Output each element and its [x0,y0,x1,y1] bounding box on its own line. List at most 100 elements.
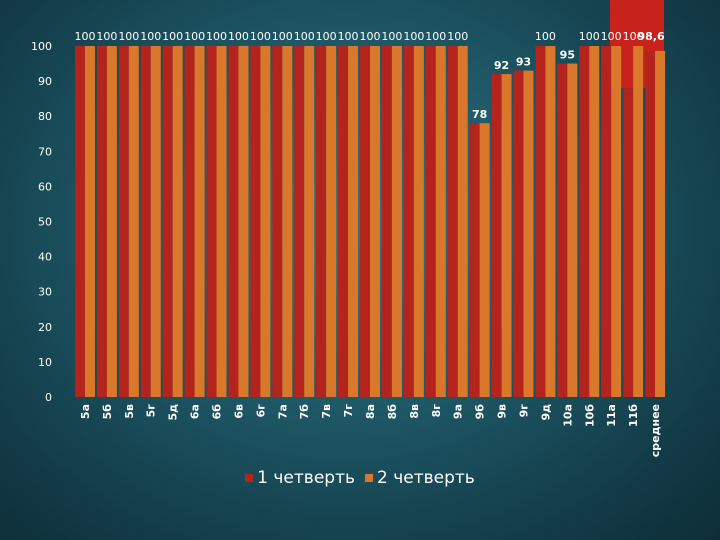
data-label: 100 [272,30,293,43]
bar-series-1 [118,46,129,397]
y-tick-label: 80 [38,110,52,123]
bar-series-1 [601,46,612,397]
bar-series-2 [106,46,117,397]
bar-series-2 [391,46,402,397]
bar-series-2 [238,46,249,397]
x-tick-label: 7а [276,404,289,419]
bar-series-2 [567,63,578,398]
bar-series-1 [579,46,590,397]
bar-series-2 [479,123,490,397]
bar-series-2 [501,74,512,397]
x-tick-label: 10б [583,404,596,427]
x-tick-label: 6г [254,404,267,418]
y-tick-label: 100 [31,40,52,53]
data-label: 98,6 [637,30,664,43]
data-label: 100 [338,30,359,43]
bar-series-1 [272,46,283,397]
data-label: 100 [228,30,249,43]
x-tick-label: 8в [408,404,421,419]
x-tick-label: 8б [386,404,399,420]
bar-series-1 [162,46,173,397]
bar-series-2 [326,46,337,397]
y-tick-label: 0 [45,391,52,404]
x-tick-label: 7б [298,404,311,420]
bar-series-1 [184,46,195,397]
bar-series-1 [228,46,239,397]
x-tick-label: 9а [452,404,465,419]
bar-series-2 [216,46,227,397]
bar-series-1 [623,88,634,398]
bar-series-1 [250,46,261,397]
bar-series-1 [74,46,85,397]
bar-series-2 [260,46,271,397]
bar-series-2 [150,46,161,397]
data-label: 100 [425,30,446,43]
bar-series-1 [360,46,370,397]
bar-series-2 [282,46,293,397]
bar-series-1 [557,63,568,398]
bar-series-1 [140,46,151,397]
data-label: 100 [162,30,183,43]
data-label: 100 [206,30,227,43]
bar-series-2 [545,46,556,397]
data-label: 100 [535,30,556,43]
legend-swatch-series-2 [365,474,373,482]
y-tick-label: 20 [38,321,52,334]
bar-series-2 [611,46,622,397]
bar-series-2 [348,46,359,397]
bar-series-2 [84,46,95,397]
data-label: 100 [316,30,337,43]
data-label: 100 [140,30,161,43]
bar-series-2 [194,46,205,397]
bar-series-1 [491,74,502,397]
x-tick-label: 11б [627,404,640,427]
data-label: 100 [294,30,315,43]
bar-series-1 [447,46,458,397]
x-tick-label: 5б [101,404,114,420]
x-tick-label: 6а [189,404,202,419]
bar-series-2 [457,46,468,397]
x-tick-label: 11а [605,404,618,427]
x-tick-label: 8а [364,404,377,419]
bar-series-1 [469,123,480,397]
bar-series-2 [128,46,139,397]
data-label: 100 [118,30,139,43]
y-tick-label: 40 [38,251,52,264]
data-label: 100 [403,30,424,43]
legend-swatch-series-1 [245,474,254,482]
bar-series-1 [513,70,524,397]
x-tick-label: 9в [496,404,509,419]
bar-series-1 [403,46,414,397]
y-tick-label: 90 [38,75,52,88]
y-tick-label: 10 [38,356,52,369]
data-label: 95 [560,49,575,62]
data-label: 93 [516,56,531,69]
bar-series-1 [425,46,436,397]
bar-series-2 [523,70,534,397]
data-label: 78 [472,108,487,121]
x-tick-label: 5а [79,404,92,419]
x-tick-label: 6б [211,404,224,420]
legend-entry-series-2: 2 четверть [365,468,475,488]
data-label: 100 [601,30,622,43]
bar-series-1 [316,46,327,397]
bar-series-2 [589,46,600,397]
x-tick-label: 9г [517,404,530,418]
bar-series-1 [294,46,305,397]
bar-series-1 [535,46,546,397]
x-tick-label: 5д [167,404,180,421]
x-tick-label: среднее [649,404,662,457]
chart-legend: 1 четверть 2 четверть [0,468,720,488]
x-tick-label: 5в [123,404,136,419]
x-tick-label: 5г [145,404,158,418]
data-label: 100 [96,30,117,43]
data-label: 100 [360,30,381,43]
bar-series-2 [633,46,644,397]
data-label: 92 [494,59,509,72]
x-tick-label: 9д [539,404,552,421]
y-tick-label: 60 [38,180,52,193]
data-label: 100 [623,30,644,43]
bar-series-1 [645,50,656,397]
data-label: 100 [74,30,95,43]
